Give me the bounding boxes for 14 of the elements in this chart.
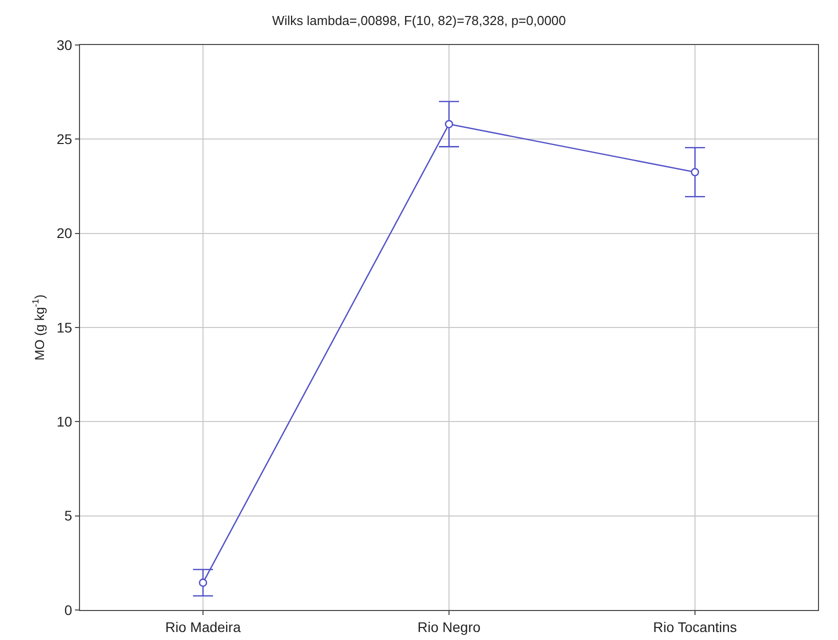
x-tick-label: Rio Madeira	[165, 618, 241, 635]
x-tick-label: Rio Negro	[417, 618, 481, 635]
x-tick-label: Rio Tocantins	[653, 618, 737, 635]
y-tick-label: 30	[56, 36, 72, 53]
y-tick-label: 0	[64, 602, 72, 618]
y-tick-label: 5	[64, 508, 72, 524]
point	[690, 168, 700, 176]
y-tick-label: 10	[56, 414, 72, 430]
point	[444, 120, 454, 128]
y-tick-label: 15	[56, 319, 72, 336]
y-tick-label: 25	[56, 131, 72, 148]
y-tick-label: 20	[56, 225, 72, 242]
chart-title: Wilks lambda=,00898, F(10, 82)=78,328, p=0,0000	[272, 13, 566, 28]
point	[198, 578, 208, 587]
